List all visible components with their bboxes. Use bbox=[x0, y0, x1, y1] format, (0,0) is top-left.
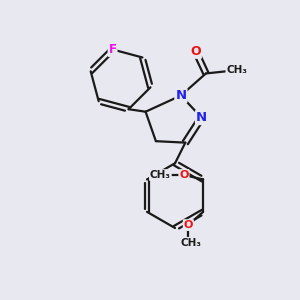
Text: N: N bbox=[176, 89, 187, 102]
Text: CH₃: CH₃ bbox=[181, 238, 202, 248]
Text: CH₃: CH₃ bbox=[150, 170, 171, 180]
Text: O: O bbox=[184, 220, 193, 230]
Text: CH₃: CH₃ bbox=[226, 65, 248, 76]
Text: N: N bbox=[196, 111, 207, 124]
Text: O: O bbox=[179, 170, 189, 180]
Text: O: O bbox=[190, 45, 201, 58]
Text: F: F bbox=[109, 43, 117, 56]
